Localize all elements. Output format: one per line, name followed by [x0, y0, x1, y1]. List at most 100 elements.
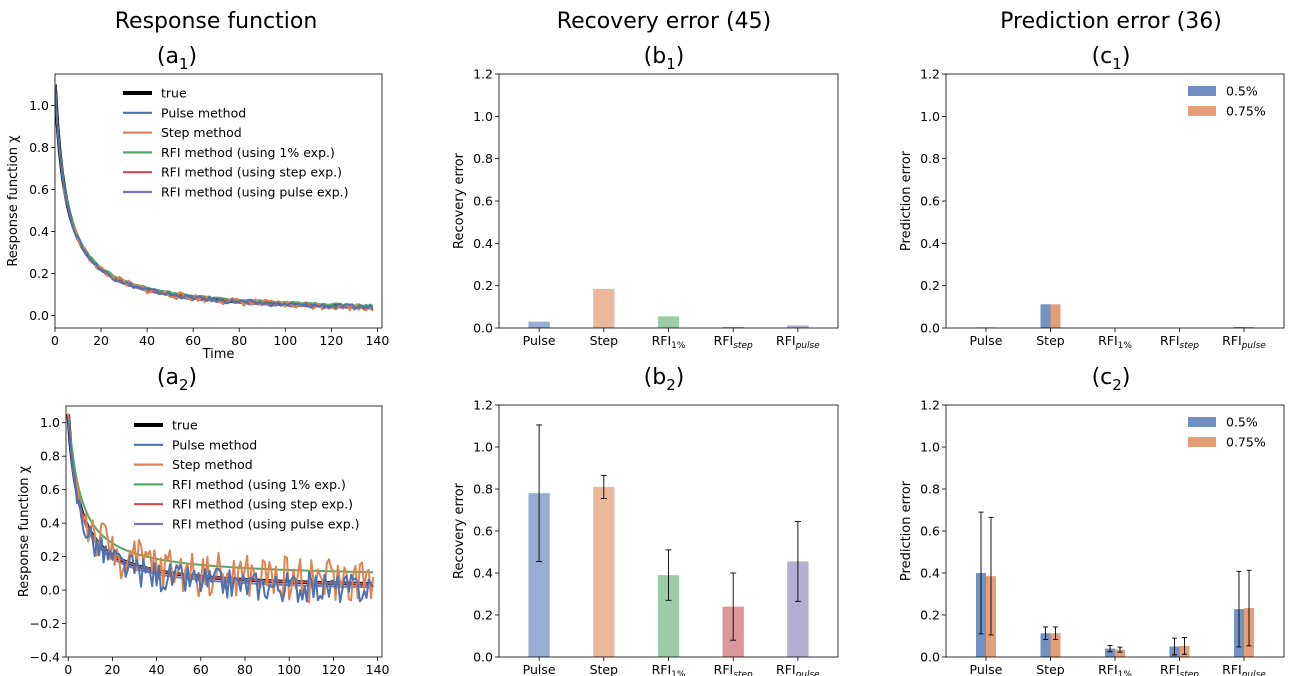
category-label: Pulse [523, 662, 556, 676]
x-tick-label: 100 [277, 662, 301, 676]
bar-bar_blue [1040, 304, 1051, 328]
y-tick-label: 0.6 [40, 482, 60, 497]
category-label: RFIstep [714, 333, 753, 351]
category-base: RFI [776, 333, 796, 348]
y-tick-label: 1.0 [473, 109, 493, 124]
bar-bar_orange [1244, 326, 1255, 328]
category-sub: 1% [671, 670, 686, 676]
category-sub: step [1180, 670, 1200, 676]
x-tick-label: 20 [93, 333, 109, 348]
panel-label-b1: (b1) [644, 44, 685, 73]
panel-label-c2: (c2) [1092, 365, 1131, 394]
panel-label-main: (a [157, 365, 179, 390]
legend-label-step: Step method [172, 457, 253, 472]
y-tick-label: 0.2 [29, 266, 49, 281]
category-label: RFIstep [1160, 662, 1199, 676]
x-axis-label: Time [202, 347, 235, 362]
panel-label-sub: 1 [1112, 55, 1122, 73]
category-label: RFIstep [1160, 333, 1199, 351]
legend-label-rfipulse: RFI method (using pulse exp.) [172, 517, 360, 532]
y-tick-label: 0.4 [473, 566, 493, 581]
panel-label-main: (c [1092, 44, 1113, 69]
y-tick-label: −0.2 [30, 616, 60, 631]
legend-swatch-bar_orange [1188, 106, 1216, 116]
category-base: RFI [1098, 662, 1118, 676]
column-title-recovery: Recovery error (45) [557, 9, 771, 34]
category-label: RFIpulse [776, 333, 820, 351]
x-tick-label: 120 [321, 662, 345, 676]
bar-bar_blue [1234, 326, 1245, 328]
y-tick-label: 0.4 [473, 236, 493, 251]
y-tick-label: 0.2 [473, 608, 493, 623]
x-tick-label: 100 [273, 333, 297, 348]
category-label: RFIpulse [1222, 333, 1266, 351]
panel-label-close: ) [1122, 44, 1131, 69]
y-tick-label: 1.0 [29, 98, 49, 113]
panel-label-close: ) [189, 44, 198, 69]
category-label: Pulse [970, 662, 1003, 676]
y-tick-label: 0.8 [473, 151, 493, 166]
y-tick-label: 0.6 [473, 194, 493, 209]
bar-step [593, 288, 615, 328]
legend-label-rfi1: RFI method (using 1% exp.) [172, 477, 346, 492]
y-tick-label: 0.6 [29, 182, 49, 197]
category-sub: pulse [1241, 670, 1267, 676]
y-tick-label: 1.2 [473, 67, 493, 82]
category-label: Step [1036, 662, 1065, 676]
category-base: Step [590, 333, 619, 348]
y-tick-label: 0.2 [473, 278, 493, 293]
bar-rfi1 [657, 316, 680, 328]
axes-frame-c1 [945, 73, 1285, 329]
axes-frame-a1 [54, 73, 383, 329]
panel-label-close: ) [1122, 365, 1131, 390]
category-base: RFI [1098, 333, 1118, 348]
y-tick-label: 0.4 [920, 566, 940, 581]
y-tick-label: 0.0 [920, 321, 940, 336]
x-tick-label: 0 [64, 662, 72, 676]
y-tick-label: 1.0 [473, 440, 493, 455]
category-base: Pulse [970, 333, 1003, 348]
y-tick-label: 0.6 [920, 194, 940, 209]
category-base: Step [1036, 662, 1065, 676]
category-label: RFIpulse [776, 662, 820, 676]
axes-frame-a2 [65, 405, 383, 658]
category-base: Pulse [523, 662, 556, 676]
legend-label-rfistep: RFI method (using step exp.) [172, 497, 353, 512]
x-tick-label: 20 [104, 662, 120, 676]
panel-label-c1: (c1) [1092, 44, 1131, 73]
category-label: Step [590, 662, 619, 676]
column-title-response: Response function [115, 9, 318, 34]
y-axis-label: Recovery error [452, 152, 467, 249]
x-tick-label: 80 [237, 662, 253, 676]
x-tick-label: 40 [149, 662, 165, 676]
y-tick-label: 0.4 [29, 224, 49, 239]
category-sub: pulse [1241, 341, 1267, 351]
x-tick-label: 60 [193, 662, 209, 676]
y-tick-label: 0.8 [29, 140, 49, 155]
y-tick-label: 1.2 [473, 398, 493, 413]
legend-label-pulse: Pulse method [172, 437, 257, 452]
curves-a1 [55, 84, 374, 312]
category-base: RFI [776, 662, 796, 676]
panel-label-sub: 2 [179, 376, 189, 394]
y-tick-label: 0.8 [920, 482, 940, 497]
x-tick-label: 120 [319, 333, 343, 348]
category-label: RFI1% [1098, 662, 1132, 676]
y-tick-label: −0.4 [30, 650, 60, 665]
y-tick-label: 0.6 [473, 524, 493, 539]
bar-rfipulse [787, 325, 809, 328]
panel-label-sub: 2 [666, 376, 676, 394]
panel-label-sub: 1 [666, 55, 676, 73]
bar-step [593, 486, 615, 657]
y-tick-label: 0.8 [40, 449, 60, 464]
bar-bar_orange [1050, 633, 1061, 657]
category-sub: 1% [1118, 341, 1133, 351]
legend-swatch-bar_orange [1188, 437, 1216, 447]
y-tick-label: 0.0 [29, 308, 49, 323]
panel-label-main: (c [1092, 365, 1113, 390]
legend-label-rfi1: RFI method (using 1% exp.) [161, 145, 335, 160]
y-axis-label: Response function χ [6, 135, 21, 267]
y-tick-label: 1.0 [40, 415, 60, 430]
legend-label-bar_orange: 0.75% [1226, 104, 1266, 119]
